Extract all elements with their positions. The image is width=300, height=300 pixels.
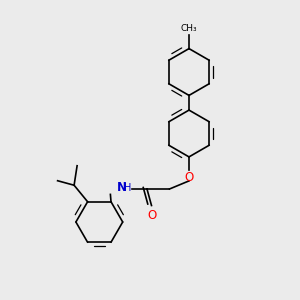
Text: O: O bbox=[184, 171, 194, 184]
Text: O: O bbox=[147, 209, 156, 222]
Text: CH₃: CH₃ bbox=[181, 24, 197, 33]
Text: H: H bbox=[124, 183, 131, 193]
Text: N: N bbox=[117, 181, 127, 194]
